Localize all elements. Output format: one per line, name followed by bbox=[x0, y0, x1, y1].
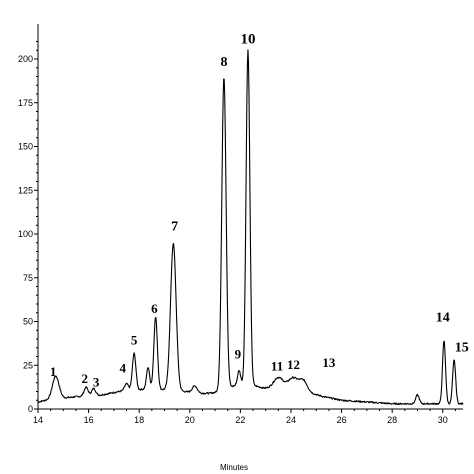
y-tick-label: 0 bbox=[28, 404, 33, 414]
peak-label-6: 6 bbox=[151, 301, 158, 316]
x-tick-label: 16 bbox=[84, 415, 94, 425]
peak-label-11: 11 bbox=[271, 359, 283, 374]
y-tick-label: 150 bbox=[18, 142, 33, 152]
y-tick-label: 75 bbox=[23, 273, 33, 283]
x-tick-label: 30 bbox=[438, 415, 448, 425]
peak-label-7: 7 bbox=[171, 220, 178, 235]
y-tick-label: 50 bbox=[23, 317, 33, 327]
peak-label-14: 14 bbox=[436, 311, 450, 326]
peak-label-4: 4 bbox=[119, 360, 126, 375]
y-tick-label: 125 bbox=[18, 185, 33, 195]
y-tick-label: 200 bbox=[18, 54, 33, 64]
y-tick-label: 100 bbox=[18, 229, 33, 239]
y-tick-label: 25 bbox=[23, 360, 33, 370]
x-tick-label: 24 bbox=[286, 415, 296, 425]
peak-label-10: 10 bbox=[240, 31, 255, 47]
y-tick-label: 175 bbox=[18, 98, 33, 108]
peak-label-5: 5 bbox=[131, 332, 138, 347]
x-tick-label: 26 bbox=[337, 415, 347, 425]
x-tick-label: 22 bbox=[235, 415, 245, 425]
x-tick-label: 18 bbox=[134, 415, 144, 425]
peak-label-13: 13 bbox=[322, 355, 336, 370]
x-tick-label: 20 bbox=[185, 415, 195, 425]
x-axis-title: Minutes bbox=[220, 463, 248, 472]
x-tick-label: 28 bbox=[387, 415, 397, 425]
peak-label-15: 15 bbox=[455, 340, 469, 355]
chromatogram-trace bbox=[37, 49, 464, 406]
peak-label-2: 2 bbox=[82, 371, 89, 386]
x-tick-label: 14 bbox=[33, 415, 43, 425]
peak-label-9: 9 bbox=[235, 346, 242, 361]
peak-label-12: 12 bbox=[287, 357, 300, 372]
peak-label-1: 1 bbox=[50, 364, 57, 379]
peak-label-8: 8 bbox=[220, 55, 227, 70]
peak-label-3: 3 bbox=[93, 374, 100, 389]
